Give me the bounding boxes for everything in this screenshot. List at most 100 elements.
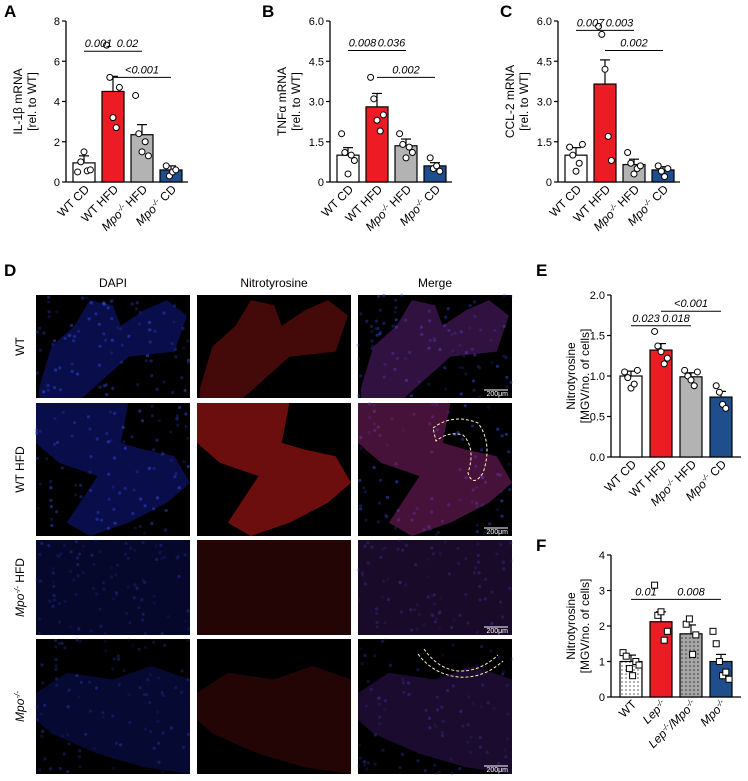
nucleus-dot: [383, 621, 387, 625]
nucleus-dot: [466, 621, 470, 625]
x-tick-label: WT: [616, 697, 640, 721]
nucleus-dot: [134, 307, 139, 311]
nucleus-dot: [398, 580, 402, 584]
nucleus-dot: [70, 362, 74, 366]
nucleus-dot: [373, 654, 377, 658]
nucleus-dot: [175, 556, 179, 561]
data-point: [433, 162, 441, 170]
nucleus-dot: [504, 755, 508, 759]
nitrotyrosine-signal: [358, 403, 512, 536]
nucleus-dot: [54, 638, 58, 643]
nucleus-dot: [102, 587, 106, 592]
nucleus-dot: [372, 465, 376, 470]
y-tick-label: 0: [54, 177, 60, 189]
nucleus-dot: [376, 326, 380, 331]
nucleus-dot: [490, 622, 494, 626]
data-point: [575, 159, 583, 167]
dapi-tissue: [358, 540, 512, 635]
nucleus-dot: [186, 732, 190, 737]
x-label-sup: -/-: [714, 697, 726, 709]
nucleus-dot: [52, 442, 57, 446]
nucleus-dot: [377, 501, 382, 505]
nucleus-dot: [133, 526, 137, 530]
nucleus-dot: [427, 524, 431, 529]
nucleus-dot: [186, 339, 190, 343]
p-value-label: 0.007: [577, 17, 605, 29]
y-axis-label: Nitrotyrosine: [564, 592, 578, 660]
nucleus-dot: [75, 638, 79, 642]
nucleus-dot: [370, 545, 374, 549]
nucleus-dot: [471, 424, 475, 428]
nucleus-dot: [179, 690, 184, 695]
nucleus-dot: [50, 523, 54, 528]
nucleus-dot: [381, 748, 385, 752]
scale-bar-label: 200μm: [486, 391, 508, 398]
nucleus-dot: [375, 620, 379, 625]
nucleus-dot: [103, 338, 107, 342]
nucleus-dot: [152, 467, 156, 471]
nucleus-dot: [383, 699, 388, 703]
nucleus-dot: [380, 639, 385, 643]
data-point: [660, 360, 668, 368]
nucleus-dot: [94, 539, 98, 543]
nucleus-dot: [97, 363, 102, 367]
nucleus-dot: [384, 513, 388, 517]
micrograph-grid: DAPI Nitrotyrosine Merge WT 200μm WT HFD 200μm…: [13, 276, 514, 776]
nucleus-dot: [162, 311, 166, 315]
nucleus-dot: [377, 702, 381, 707]
data-point: [661, 173, 669, 181]
nucleus-dot: [122, 668, 126, 673]
nucleus-dot: [157, 419, 161, 423]
nucleus-dot: [398, 581, 402, 585]
nucleus-dot: [119, 360, 124, 364]
nucleus-dot: [475, 530, 479, 534]
nucleus-dot: [443, 366, 447, 370]
dapi-tissue: [36, 403, 190, 536]
roi-outline: [417, 653, 504, 678]
nucleus-dot: [72, 421, 77, 425]
y-tick-label: 1.5: [590, 331, 605, 343]
nucleus-dot: [90, 553, 94, 557]
nucleus-dot: [47, 544, 51, 548]
nucleus-dot: [476, 553, 480, 558]
nucleus-dot: [54, 645, 58, 649]
nucleus-dot: [382, 579, 386, 583]
nucleus-dot: [37, 632, 41, 636]
nucleus-dot: [174, 472, 178, 476]
data-point: [373, 116, 381, 124]
nucleus-dot: [95, 437, 99, 441]
nucleus-dot: [373, 733, 377, 737]
data-point: [598, 30, 606, 38]
nucleus-dot: [140, 419, 145, 423]
nucleus-dot: [143, 531, 147, 535]
nucleus-dot: [108, 410, 112, 414]
nucleus-dot: [397, 538, 402, 542]
nucleus-dot: [384, 546, 388, 550]
nucleus-dot: [111, 386, 115, 390]
y-tick-label: 1: [599, 657, 605, 669]
nitrotyrosine-signal: [358, 666, 512, 774]
nucleus-dot: [509, 541, 513, 545]
nucleus-dot: [85, 296, 89, 300]
data-point: [630, 380, 638, 388]
y-tick-label: 8: [54, 16, 60, 28]
micrograph-row-label: WT HFD: [13, 446, 27, 493]
data-point: [685, 615, 693, 623]
data-point: [379, 111, 387, 119]
nucleus-dot: [147, 320, 152, 325]
nucleus-dot: [89, 455, 93, 459]
nucleus-dot: [109, 438, 113, 442]
nucleus-dot: [47, 300, 51, 304]
nucleus-dot: [373, 327, 377, 331]
nucleus-dot: [427, 346, 431, 350]
nucleus-dot: [432, 339, 437, 343]
y-tick-label: 3.0: [309, 97, 324, 109]
nucleus-dot: [185, 436, 190, 440]
y-tick-label: 4: [599, 550, 605, 562]
nucleus-dot: [152, 601, 156, 605]
nucleus-dot: [70, 369, 74, 373]
nucleus-dot: [157, 760, 161, 765]
nucleus-dot: [458, 467, 462, 472]
nucleus-dot: [422, 622, 426, 627]
